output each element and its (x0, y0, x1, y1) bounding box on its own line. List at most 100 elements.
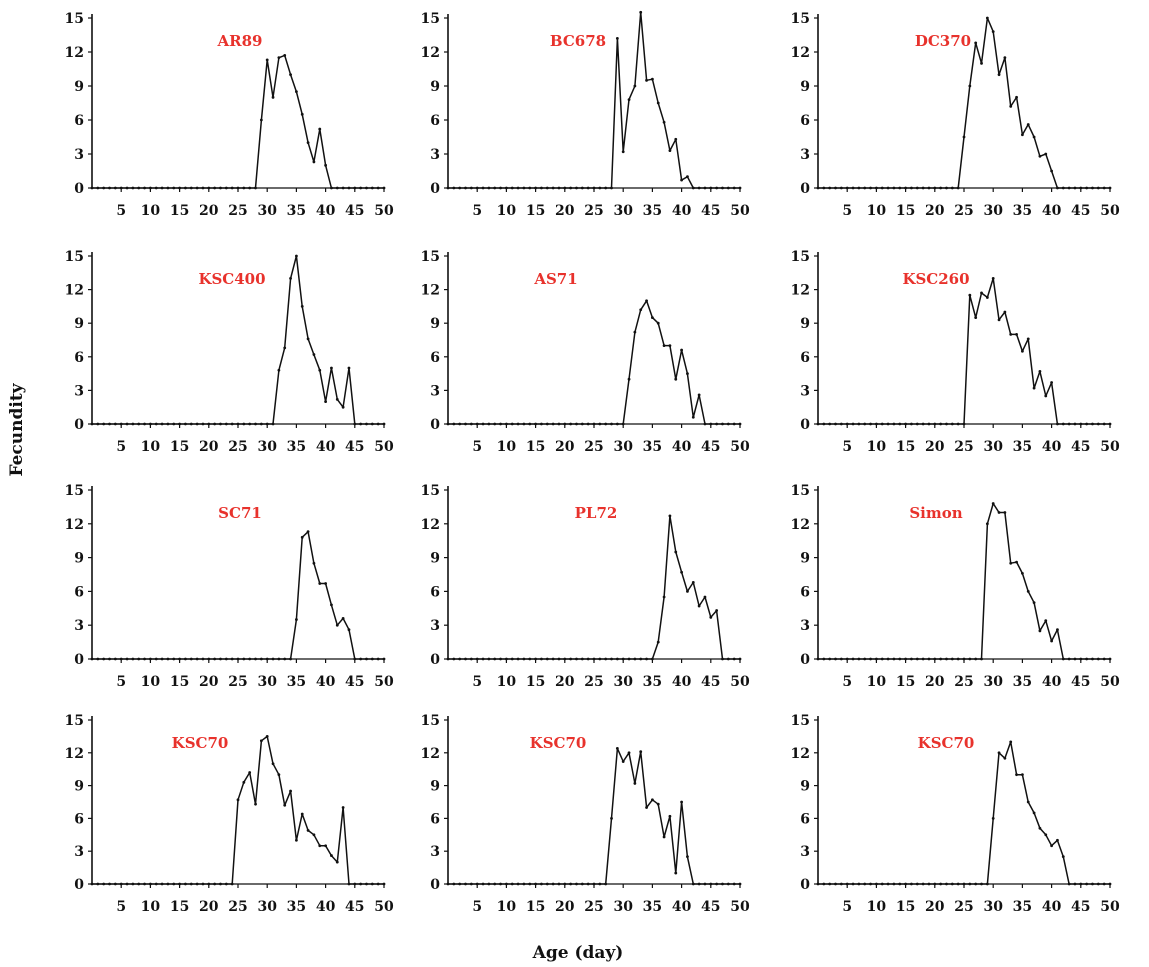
data-point (213, 882, 217, 886)
data-point (921, 422, 925, 426)
panel-title: KSC400 (198, 270, 265, 288)
x-tick-label: 5 (116, 674, 126, 690)
y-tick-label: 0 (430, 181, 440, 197)
x-tick-label: 10 (497, 439, 517, 455)
data-point (166, 422, 170, 426)
data-point (1009, 105, 1013, 108)
data-point (335, 623, 339, 627)
data-point (974, 316, 978, 319)
data-point (639, 308, 643, 312)
data-point (828, 422, 832, 426)
data-point (108, 186, 111, 190)
data-point (709, 615, 713, 619)
data-point (259, 422, 263, 426)
data-point (172, 882, 176, 886)
data-point (1003, 511, 1007, 514)
data-point (510, 882, 514, 886)
data-point (376, 882, 380, 886)
data-point (703, 595, 707, 599)
data-point (598, 186, 602, 190)
x-tick-label: 50 (1100, 674, 1120, 690)
data-point (551, 882, 555, 886)
panel-title: KSC70 (530, 734, 587, 752)
data-point (939, 186, 943, 190)
data-point (318, 844, 322, 848)
data-point (869, 422, 872, 426)
data-point (1044, 833, 1048, 837)
x-tick-label: 20 (925, 899, 945, 915)
data-point (505, 882, 508, 886)
x-tick-label: 40 (672, 203, 692, 219)
data-point (475, 882, 479, 886)
data-point (335, 860, 339, 864)
data-point (569, 422, 573, 426)
data-point (1096, 186, 1100, 190)
data-point (910, 186, 913, 190)
data-point (956, 882, 960, 886)
data-point (499, 186, 502, 190)
data-point (962, 882, 966, 886)
data-point (697, 393, 701, 397)
x-tick-label: 30 (613, 439, 633, 455)
chart-panel-10: 0 3 6 9 12 15 5 10 15 20 25 30 35 40 45 50 KSC70 (65, 713, 394, 915)
y-tick-label: 15 (421, 713, 440, 729)
data-point (869, 882, 872, 886)
data-point (886, 422, 890, 426)
data-point (816, 186, 820, 190)
x-tick-label: 40 (1042, 439, 1062, 455)
data-point (985, 522, 989, 526)
data-point (828, 882, 832, 886)
data-point (674, 550, 678, 554)
panel-title: DC370 (915, 32, 971, 50)
data-point (510, 186, 514, 190)
data-point (662, 120, 666, 124)
x-tick-label: 45 (345, 899, 364, 915)
data-point (639, 10, 643, 14)
data-point (464, 657, 467, 661)
data-point (962, 422, 966, 426)
x-tick-label: 30 (983, 439, 1003, 455)
x-tick-label: 15 (896, 899, 915, 915)
data-point (715, 422, 719, 426)
y-tick-label: 6 (430, 113, 440, 129)
data-point (493, 186, 497, 190)
data-point (674, 871, 678, 875)
data-point (1061, 186, 1065, 190)
data-point (615, 747, 619, 750)
data-point (569, 657, 573, 661)
data-point (845, 422, 849, 426)
panel-title: KSC260 (902, 270, 969, 288)
x-tick-label: 50 (730, 899, 750, 915)
y-tick-label: 3 (800, 383, 810, 399)
data-point (306, 530, 310, 534)
x-tick-label: 15 (170, 674, 189, 690)
data-point (446, 657, 450, 661)
data-point (691, 882, 695, 886)
data-point (207, 882, 211, 886)
data-point (886, 882, 890, 886)
data-point (330, 186, 333, 190)
data-point (851, 657, 855, 661)
data-point (662, 595, 666, 599)
data-point (90, 186, 94, 190)
data-point (898, 657, 902, 661)
data-point (726, 882, 730, 886)
data-point (715, 186, 719, 190)
data-point (726, 186, 730, 190)
x-tick-label: 5 (472, 899, 482, 915)
y-tick-label: 12 (791, 517, 810, 533)
data-point (376, 422, 380, 426)
y-tick-label: 9 (430, 79, 440, 95)
data-point (686, 590, 689, 593)
data-point (359, 657, 363, 661)
data-point (213, 657, 217, 661)
data-point (341, 405, 345, 409)
data-point (312, 353, 316, 356)
series-line (92, 54, 384, 189)
data-point (254, 802, 257, 806)
data-point (505, 422, 508, 426)
y-tick-label: 9 (430, 551, 440, 567)
data-point (166, 186, 170, 190)
data-point (178, 186, 182, 190)
data-point (945, 657, 948, 661)
